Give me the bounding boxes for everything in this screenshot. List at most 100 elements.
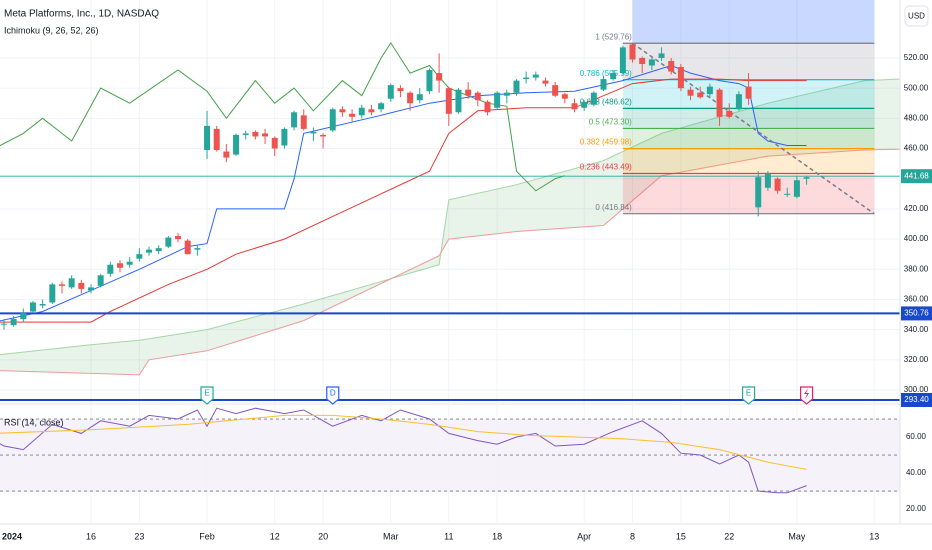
- leading-span-b: [0, 148, 900, 376]
- fib-label: 0.5 (473.30): [589, 118, 632, 127]
- candle-body: [610, 73, 617, 80]
- x-tick-label: 2024: [2, 531, 22, 541]
- candle-body: [107, 264, 114, 274]
- y-tick-label: 380.00: [904, 264, 929, 273]
- candle-body: [735, 94, 742, 110]
- y-tick-label: 400.00: [904, 234, 929, 243]
- candle-body: [523, 77, 530, 80]
- event-marker[interactable]: [741, 386, 756, 405]
- candle-body: [745, 86, 752, 99]
- price-pane: 0 (416.84) 0.236 (443.49) 0.382 (459.98) 0.…: [0, 0, 900, 403]
- candle-body: [49, 284, 56, 303]
- x-tick-label: 11: [444, 531, 453, 541]
- x-tick-label: May: [788, 531, 806, 541]
- y-tick-label: 320.00: [904, 355, 929, 364]
- candle-body: [793, 180, 800, 197]
- candle-body: [29, 302, 36, 312]
- x-tick-label: 20: [318, 531, 328, 541]
- y-tick-label: 460.00: [904, 144, 929, 153]
- rsi-label: RSI (14, close): [4, 417, 64, 427]
- candle-body: [436, 73, 443, 81]
- x-tick-label: 15: [676, 531, 686, 541]
- candle-body: [271, 137, 278, 149]
- indicator-line: [0, 41, 565, 192]
- candle-body: [416, 94, 423, 101]
- fib-label: 1 (529.76): [595, 32, 632, 41]
- x-tick-label: 12: [270, 531, 280, 541]
- fib-label: 0.786 (505.59): [580, 69, 632, 78]
- candle-body: [494, 92, 501, 108]
- candle-body: [639, 57, 646, 64]
- candle-body: [213, 128, 220, 151]
- price-label-box: [901, 392, 932, 407]
- candle-body: [223, 151, 230, 158]
- candle-body: [668, 60, 675, 72]
- candle-body: [378, 103, 385, 110]
- candle-body: [629, 44, 636, 60]
- indicator-line: [0, 78, 807, 323]
- candle-body: [561, 94, 568, 99]
- candle-body: [320, 134, 327, 137]
- event-label: E: [746, 389, 751, 398]
- candle-body: [175, 236, 182, 240]
- candle-body: [39, 303, 46, 306]
- candle-body: [619, 47, 626, 74]
- candle-body: [803, 177, 810, 179]
- y-tick-label: 340.00: [904, 325, 929, 334]
- rsi-line: [0, 407, 807, 494]
- y2-tick-label: 40.00: [906, 468, 927, 477]
- candle-body: [532, 74, 539, 78]
- fib-band: [622, 108, 875, 129]
- y2-tick-label: 60.00: [906, 432, 927, 441]
- candle-body: [252, 131, 259, 137]
- y-tick-label: 300.00: [904, 385, 929, 394]
- candle-body: [764, 174, 771, 188]
- candle-body: [677, 67, 684, 89]
- candle-body: [407, 92, 414, 104]
- candle-body: [136, 254, 143, 259]
- event-label: E: [204, 389, 209, 398]
- candle-body: [233, 134, 240, 155]
- currency-box[interactable]: [904, 5, 929, 27]
- candle-body: [552, 85, 559, 96]
- candle-body: [126, 261, 133, 265]
- candle-body: [658, 53, 665, 58]
- candle-body: [687, 89, 694, 96]
- candle-body: [262, 133, 269, 137]
- y-tick-label: 500.00: [904, 83, 929, 92]
- candle-body: [146, 249, 153, 253]
- event-marker[interactable]: [326, 386, 340, 405]
- candle-body: [503, 92, 510, 96]
- fib-band: [622, 173, 875, 214]
- cloud: [0, 79, 900, 375]
- candle-body: [581, 101, 588, 108]
- event-marker[interactable]: [200, 386, 214, 405]
- candle-body: [368, 109, 375, 113]
- candle-body: [291, 112, 298, 128]
- fib-band: [622, 128, 875, 149]
- date-range: [632, 0, 875, 44]
- event-icon: [804, 388, 810, 399]
- candle-body: [387, 85, 394, 99]
- candle-body: [590, 92, 597, 105]
- candle-body: [155, 248, 162, 252]
- candle-body: [87, 287, 94, 291]
- price-label-box: [901, 306, 932, 321]
- fib-band: [622, 148, 875, 174]
- price-label: 441.68: [904, 171, 929, 180]
- candle-body: [58, 284, 65, 286]
- x-tick-label: Apr: [577, 531, 591, 541]
- x-tick-label: 23: [134, 531, 144, 541]
- candle-body: [426, 70, 433, 92]
- candle-body: [10, 319, 17, 326]
- price-label-box: [901, 169, 932, 184]
- candle-body: [542, 80, 549, 84]
- candle-body: [300, 115, 307, 129]
- candle-body: [600, 79, 607, 90]
- currency: USD: [908, 12, 925, 21]
- candle-body: [97, 275, 104, 286]
- candle-body: [716, 89, 723, 117]
- candle-body: [445, 88, 452, 114]
- candle-body: [184, 240, 191, 255]
